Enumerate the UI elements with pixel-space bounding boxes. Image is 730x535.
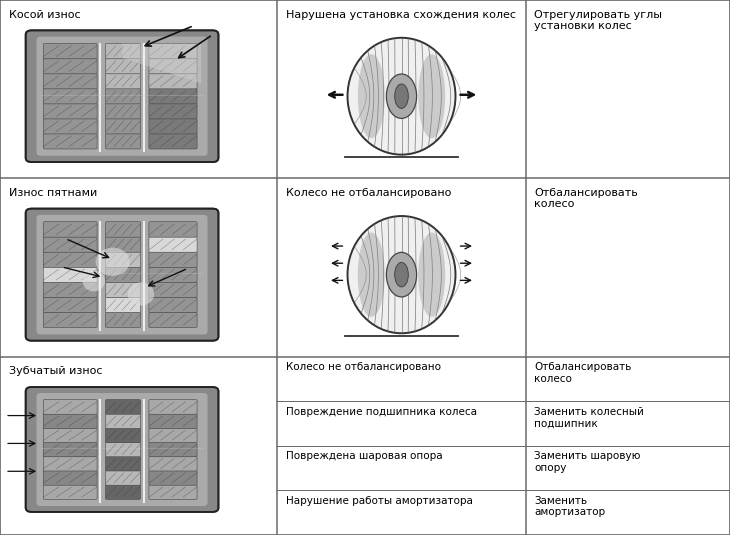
Polygon shape [122, 44, 201, 83]
FancyBboxPatch shape [43, 471, 97, 485]
FancyBboxPatch shape [106, 237, 140, 252]
FancyBboxPatch shape [106, 471, 140, 485]
FancyBboxPatch shape [43, 297, 97, 312]
FancyBboxPatch shape [43, 237, 97, 252]
FancyBboxPatch shape [106, 428, 140, 442]
FancyBboxPatch shape [106, 485, 140, 499]
FancyBboxPatch shape [149, 73, 197, 89]
FancyBboxPatch shape [106, 88, 140, 104]
FancyBboxPatch shape [36, 36, 207, 156]
FancyBboxPatch shape [149, 43, 197, 59]
Text: Косой износ: Косой износ [9, 10, 80, 20]
Text: Повреждена шаровая опора: Повреждена шаровая опора [286, 451, 443, 461]
FancyBboxPatch shape [106, 414, 140, 429]
Text: Износ пятнами: Износ пятнами [9, 188, 97, 198]
FancyBboxPatch shape [149, 88, 197, 104]
Ellipse shape [395, 262, 408, 287]
FancyBboxPatch shape [149, 442, 197, 457]
FancyBboxPatch shape [43, 485, 97, 499]
FancyBboxPatch shape [106, 221, 140, 237]
Text: Отбалансировать
колесо: Отбалансировать колесо [534, 362, 631, 384]
Ellipse shape [358, 232, 385, 317]
Ellipse shape [395, 84, 408, 109]
FancyBboxPatch shape [149, 456, 197, 471]
FancyBboxPatch shape [43, 104, 97, 119]
FancyBboxPatch shape [106, 297, 140, 312]
FancyBboxPatch shape [43, 88, 97, 104]
Ellipse shape [358, 54, 385, 138]
FancyBboxPatch shape [43, 134, 97, 149]
Text: Зубчатый износ: Зубчатый износ [9, 366, 102, 377]
FancyBboxPatch shape [43, 73, 97, 89]
FancyBboxPatch shape [43, 221, 97, 237]
Ellipse shape [386, 74, 417, 118]
FancyBboxPatch shape [43, 442, 97, 457]
FancyBboxPatch shape [106, 282, 140, 297]
FancyBboxPatch shape [106, 442, 140, 457]
Ellipse shape [128, 282, 154, 305]
FancyBboxPatch shape [106, 456, 140, 471]
FancyBboxPatch shape [149, 282, 197, 297]
FancyBboxPatch shape [149, 400, 197, 414]
FancyBboxPatch shape [43, 43, 97, 59]
FancyBboxPatch shape [43, 58, 97, 74]
FancyBboxPatch shape [106, 58, 140, 74]
FancyBboxPatch shape [106, 252, 140, 268]
Text: Отбалансировать
колесо: Отбалансировать колесо [534, 188, 638, 209]
FancyBboxPatch shape [26, 30, 218, 162]
FancyBboxPatch shape [149, 252, 197, 268]
FancyBboxPatch shape [149, 297, 197, 312]
FancyBboxPatch shape [26, 209, 218, 341]
FancyBboxPatch shape [43, 267, 97, 282]
FancyBboxPatch shape [43, 282, 97, 297]
Text: Нарушение работы амортизатора: Нарушение работы амортизатора [286, 496, 473, 506]
FancyBboxPatch shape [43, 312, 97, 327]
Ellipse shape [347, 216, 456, 333]
FancyBboxPatch shape [36, 393, 207, 506]
FancyBboxPatch shape [36, 215, 207, 334]
Ellipse shape [418, 232, 445, 317]
FancyBboxPatch shape [149, 471, 197, 485]
Text: Заменить колесный
подшипник: Заменить колесный подшипник [534, 407, 645, 429]
FancyBboxPatch shape [43, 414, 97, 429]
Text: Заменить
амортизатор: Заменить амортизатор [534, 496, 605, 517]
FancyBboxPatch shape [106, 400, 140, 414]
Ellipse shape [82, 271, 105, 292]
Ellipse shape [386, 253, 417, 297]
FancyBboxPatch shape [149, 237, 197, 252]
FancyBboxPatch shape [149, 119, 197, 134]
FancyBboxPatch shape [43, 400, 97, 414]
FancyBboxPatch shape [149, 221, 197, 237]
Ellipse shape [96, 248, 130, 276]
FancyBboxPatch shape [149, 414, 197, 429]
FancyBboxPatch shape [106, 119, 140, 134]
FancyBboxPatch shape [43, 456, 97, 471]
Text: Заменить шаровую
опору: Заменить шаровую опору [534, 451, 641, 473]
FancyBboxPatch shape [149, 312, 197, 327]
FancyBboxPatch shape [106, 312, 140, 327]
FancyBboxPatch shape [106, 43, 140, 59]
FancyBboxPatch shape [149, 485, 197, 499]
FancyBboxPatch shape [43, 252, 97, 268]
FancyBboxPatch shape [106, 134, 140, 149]
FancyBboxPatch shape [149, 104, 197, 119]
Text: Колесо не отбалансировано: Колесо не отбалансировано [286, 362, 441, 372]
FancyBboxPatch shape [106, 267, 140, 282]
FancyBboxPatch shape [149, 58, 197, 74]
Ellipse shape [347, 38, 456, 155]
FancyBboxPatch shape [43, 428, 97, 442]
FancyBboxPatch shape [43, 119, 97, 134]
Text: Нарушена установка схождения колес: Нарушена установка схождения колес [286, 10, 516, 20]
FancyBboxPatch shape [106, 104, 140, 119]
FancyBboxPatch shape [26, 387, 218, 512]
FancyBboxPatch shape [106, 73, 140, 89]
FancyBboxPatch shape [149, 134, 197, 149]
FancyBboxPatch shape [149, 267, 197, 282]
FancyBboxPatch shape [149, 428, 197, 442]
Ellipse shape [418, 54, 445, 138]
Text: Отрегулировать углы
установки колес: Отрегулировать углы установки колес [534, 10, 662, 31]
Text: Колесо не отбалансировано: Колесо не отбалансировано [286, 188, 452, 198]
Text: Повреждение подшипника колеса: Повреждение подшипника колеса [286, 407, 477, 417]
